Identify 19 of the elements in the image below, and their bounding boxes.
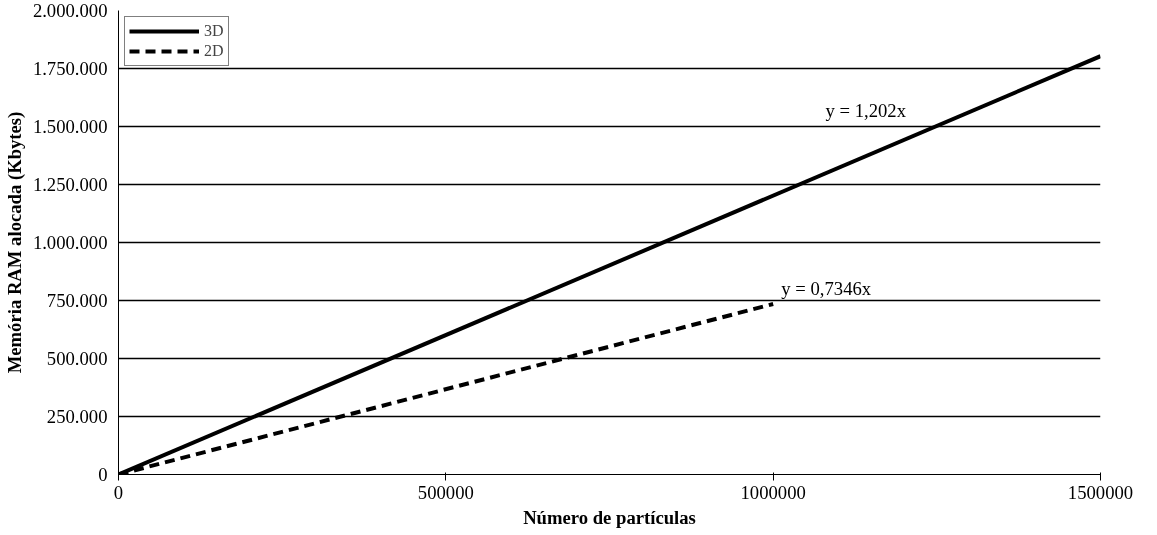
y-tick-label: 1.250.000 <box>32 174 108 195</box>
y-tick-label: 1.000.000 <box>32 232 108 253</box>
y-tick-label: 2.000.000 <box>32 0 108 21</box>
legend-label: 3D <box>204 22 224 40</box>
x-axis-title: Número de partículas <box>523 506 696 528</box>
x-tick-label: 0 <box>113 481 124 503</box>
x-tick-label: 1000000 <box>740 481 806 503</box>
y-tick-label: 500.000 <box>46 348 108 369</box>
y-tick-label: 750.000 <box>46 290 108 311</box>
x-tick-label: 500000 <box>417 481 474 503</box>
y-tick-label: 250.000 <box>46 406 108 427</box>
y-tick-label: 0 <box>98 464 108 485</box>
y-tick-label: 1.750.000 <box>32 58 108 79</box>
y-tick-label: 1.500.000 <box>32 116 108 137</box>
x-tick-label: 1500000 <box>1067 481 1134 503</box>
y-axis-title: Memória RAM alocada (Kbytes) <box>3 111 26 374</box>
annotation: y = 1,202x <box>825 99 907 121</box>
annotation: y = 0,7346x <box>781 278 872 300</box>
legend-label: 2D <box>204 42 224 60</box>
